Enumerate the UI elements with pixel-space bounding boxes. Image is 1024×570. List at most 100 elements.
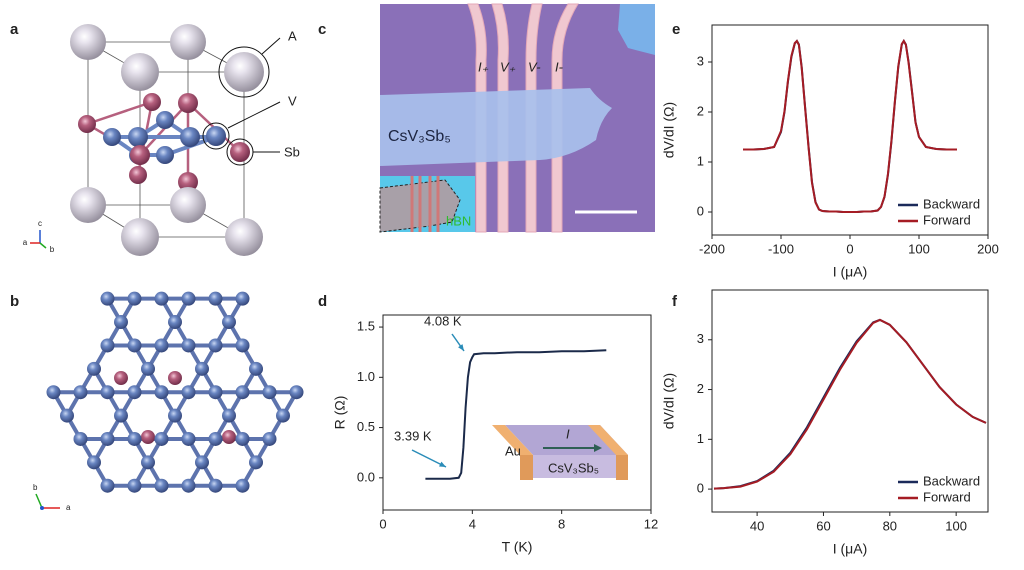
panel-label: c bbox=[318, 21, 326, 38]
v-atom bbox=[154, 431, 169, 446]
v-atom bbox=[195, 455, 209, 470]
x-axis-label: I (μA) bbox=[833, 541, 868, 557]
crystal-structure: A V Sb c a b bbox=[23, 24, 300, 256]
v-atom bbox=[208, 291, 223, 306]
x-axis-label: I (μA) bbox=[833, 264, 868, 280]
y-tick-label: 3 bbox=[697, 331, 704, 346]
electrode-label: V₊ bbox=[500, 59, 516, 74]
annotation: 4.08 K bbox=[424, 313, 462, 328]
v-atom bbox=[235, 385, 250, 400]
axis-label: b bbox=[50, 245, 55, 254]
sb-atom bbox=[141, 430, 155, 444]
micrograph bbox=[379, 3, 655, 233]
legend-label: Forward bbox=[923, 212, 971, 227]
data-line bbox=[713, 318, 987, 490]
v-atom bbox=[100, 478, 115, 493]
v-atom bbox=[168, 408, 182, 423]
v-atom bbox=[114, 408, 128, 423]
v-atom bbox=[154, 338, 169, 353]
data-line bbox=[743, 39, 957, 213]
atom-label: V bbox=[288, 93, 297, 108]
x-tick-label: 12 bbox=[644, 516, 658, 531]
v-atom bbox=[181, 338, 196, 353]
v-atom bbox=[181, 291, 196, 306]
v-atom bbox=[127, 478, 142, 493]
v-atom bbox=[127, 291, 142, 306]
x-tick-label: 60 bbox=[816, 518, 830, 533]
x-tick-label: -100 bbox=[768, 241, 794, 256]
v-atom bbox=[208, 385, 223, 400]
v-atom bbox=[289, 385, 304, 400]
annotation: 3.39 K bbox=[394, 428, 432, 443]
v-atom bbox=[168, 315, 182, 330]
v-atom bbox=[222, 408, 236, 423]
v-atom bbox=[208, 478, 223, 493]
v-atom bbox=[235, 478, 250, 493]
v-atom bbox=[127, 385, 142, 400]
data-line bbox=[743, 39, 957, 213]
v-atom bbox=[195, 361, 209, 376]
plot-frame bbox=[382, 314, 652, 511]
v-atom bbox=[141, 455, 155, 470]
inset-label: hBN bbox=[446, 213, 471, 228]
data-line bbox=[713, 318, 987, 490]
v-atom bbox=[100, 431, 115, 446]
y-tick-label: 1 bbox=[697, 153, 704, 168]
inset-label: I bbox=[566, 426, 570, 441]
inset-label: Au bbox=[505, 443, 521, 458]
axis-label: c bbox=[38, 219, 42, 228]
v-atom bbox=[235, 291, 250, 306]
y-tick-label: 0 bbox=[697, 203, 704, 218]
x-tick-label: 80 bbox=[883, 518, 897, 533]
y-tick-label: 3 bbox=[697, 53, 704, 68]
panel-label: d bbox=[318, 293, 327, 310]
arrow-head bbox=[439, 461, 446, 467]
v-atom bbox=[154, 478, 169, 493]
electrode-label: V- bbox=[528, 59, 541, 74]
y-axis-label: R (Ω) bbox=[332, 396, 348, 430]
x-tick-label: -200 bbox=[699, 241, 725, 256]
v-atom bbox=[262, 385, 277, 400]
v-atom bbox=[73, 385, 88, 400]
v-atom bbox=[114, 315, 128, 330]
legend-label: Backward bbox=[923, 473, 980, 488]
v-atom bbox=[127, 338, 142, 353]
flake-label: CsV₃Sb₅ bbox=[388, 128, 451, 145]
device-inset bbox=[492, 425, 628, 480]
v-atom bbox=[60, 408, 74, 423]
v-atom bbox=[249, 455, 263, 470]
panel-label: a bbox=[10, 21, 19, 38]
atom-label: Sb bbox=[284, 144, 300, 159]
axis-label: a bbox=[23, 238, 28, 247]
panel-label: f bbox=[672, 293, 678, 310]
panel-label: e bbox=[672, 21, 680, 38]
kagome-lattice bbox=[46, 291, 304, 493]
v-atom bbox=[262, 431, 277, 446]
data-line bbox=[425, 349, 607, 480]
v-atom bbox=[127, 431, 142, 446]
plot-frame bbox=[711, 289, 989, 513]
y-tick-label: 2 bbox=[697, 381, 704, 396]
v-atom bbox=[222, 315, 236, 330]
x-tick-label: 100 bbox=[908, 241, 930, 256]
v-atom bbox=[87, 455, 101, 470]
inset-label: CsV₃Sb₅ bbox=[548, 460, 599, 475]
v-atom bbox=[100, 385, 115, 400]
x-tick-label: 0 bbox=[379, 516, 386, 531]
electrode-label: I- bbox=[555, 59, 564, 74]
axis-label: b bbox=[33, 483, 38, 492]
x-tick-label: 40 bbox=[750, 518, 764, 533]
v-atom bbox=[181, 431, 196, 446]
v-atom bbox=[141, 361, 155, 376]
x-tick-label: 8 bbox=[558, 516, 565, 531]
sb-atom bbox=[222, 430, 236, 444]
v-atom bbox=[249, 361, 263, 376]
v-atom bbox=[235, 431, 250, 446]
sb-atom bbox=[168, 371, 182, 385]
x-tick-label: 200 bbox=[977, 241, 999, 256]
y-tick-label: 1 bbox=[697, 431, 704, 446]
arrow-head bbox=[458, 344, 464, 351]
v-atom bbox=[208, 338, 223, 353]
v-atom bbox=[235, 338, 250, 353]
